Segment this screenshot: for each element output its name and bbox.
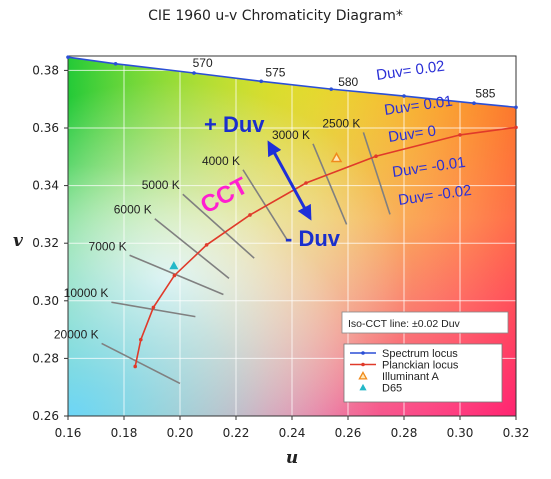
iso-cct-note-box	[341, 311, 509, 334]
x-tick-label: 0.16	[55, 426, 82, 440]
x-tick-label: 0.26	[335, 426, 362, 440]
planckian-locus-point	[514, 125, 518, 130]
wavelength-label: 580	[338, 75, 358, 89]
x-tick-label: 0.18	[111, 426, 138, 440]
plus-duv-label: + Duv	[204, 112, 265, 137]
duv-double-arrow	[267, 140, 312, 221]
iso-cct-line	[182, 193, 255, 259]
iso-cct-note: Iso-CCT line: ±0.02 Duv	[348, 318, 461, 330]
legend-label: Spectrum locus	[382, 348, 458, 360]
y-tick-label: 0.34	[32, 179, 59, 193]
iso-cct-lines: 20000 K 10000 K 7000 K 6000 K 5000 K 4000 K 30…	[54, 116, 391, 385]
spectrum-locus-point	[402, 94, 406, 98]
y-tick-label: 0.26	[32, 409, 59, 423]
outside-spectrum-mask	[68, 54, 516, 108]
y-tick-label: 0.36	[32, 121, 59, 135]
legend-dot-swatch	[361, 351, 365, 355]
spectrum-locus-point	[472, 101, 476, 106]
iso-cct-line	[362, 132, 391, 215]
legend-label: Planckian locus	[382, 360, 459, 372]
iso-cct-line	[101, 342, 181, 385]
legend-triangle-swatch	[358, 371, 368, 380]
iso-cct-line	[129, 254, 224, 296]
planckian-locus-point	[133, 364, 137, 369]
y-tick-label: 0.28	[32, 351, 59, 365]
wavelength-label: 585	[475, 86, 495, 100]
d65-marker	[169, 261, 179, 270]
chart-title: CIE 1960 u-v Chromaticity Diagram*	[148, 8, 403, 24]
iso-cct-label: 2500 K	[322, 116, 360, 130]
wavelength-label: 575	[265, 66, 285, 80]
minus-duv-label: - Duv	[285, 226, 341, 251]
x-tick-label: 0.22	[223, 426, 250, 440]
iso-cct-line	[154, 218, 230, 279]
x-tick-label: 0.32	[503, 426, 530, 440]
legend-dot-swatch	[361, 362, 365, 367]
spectrum-locus-point	[259, 79, 264, 84]
spectrum-locus-point	[113, 61, 118, 66]
iso-cct-label: 10000 K	[64, 286, 109, 300]
x-axis-label: u	[286, 448, 298, 468]
spectrum-locus-line	[67, 56, 517, 109]
spectrum-locus-point	[514, 105, 518, 110]
planckian-locus-point	[204, 243, 209, 247]
illuminant-a-marker	[330, 151, 343, 163]
planckian-locus-line	[134, 126, 517, 367]
x-tick-label: 0.20	[167, 426, 194, 440]
planckian-locus-point	[304, 181, 308, 185]
y-tick-label: 0.30	[32, 294, 59, 308]
planckian-locus-point	[458, 133, 462, 137]
iso-cct-label: 6000 K	[114, 203, 152, 217]
x-tick-label: 0.24	[279, 426, 306, 440]
iso-cct-label: 20000 K	[54, 327, 99, 341]
planckian-locus-point	[151, 305, 156, 310]
spectrum-locus-point	[329, 87, 334, 91]
legend-label: D65	[382, 383, 402, 395]
wavelength-label: 570	[193, 56, 213, 70]
series-layer: 570 575 580 585	[66, 55, 518, 369]
planckian-locus-point	[139, 337, 143, 342]
y-tick-label: 0.38	[32, 63, 59, 77]
y-axis-label: v	[13, 231, 24, 251]
spectrum-locus-point	[66, 55, 70, 59]
planckian-locus-point	[248, 213, 252, 217]
planckian-locus-point	[374, 154, 378, 159]
x-tick-label: 0.30	[447, 426, 474, 440]
duv-level-label: Duv= 0	[387, 122, 437, 146]
x-tick-label: 0.28	[391, 426, 418, 440]
iso-cct-label: 3000 K	[272, 128, 310, 142]
iso-cct-line	[312, 143, 348, 225]
spectrum-locus-point	[192, 71, 196, 75]
y-tick-label: 0.32	[32, 236, 59, 250]
iso-cct-label: 7000 K	[89, 239, 127, 253]
iso-cct-label: 4000 K	[202, 154, 240, 168]
legend-label: Illuminant A	[382, 371, 440, 383]
planckian-locus-point	[172, 273, 177, 278]
outside-spectrum-mask-shape	[68, 54, 516, 108]
iso-cct-label: 5000 K	[142, 178, 180, 192]
axes: 0.16 0.18 0.20 0.22 0.24 0.26 0.28 0.30 0.32 0.26…	[13, 55, 530, 468]
legend-triangle-swatch	[359, 383, 367, 391]
